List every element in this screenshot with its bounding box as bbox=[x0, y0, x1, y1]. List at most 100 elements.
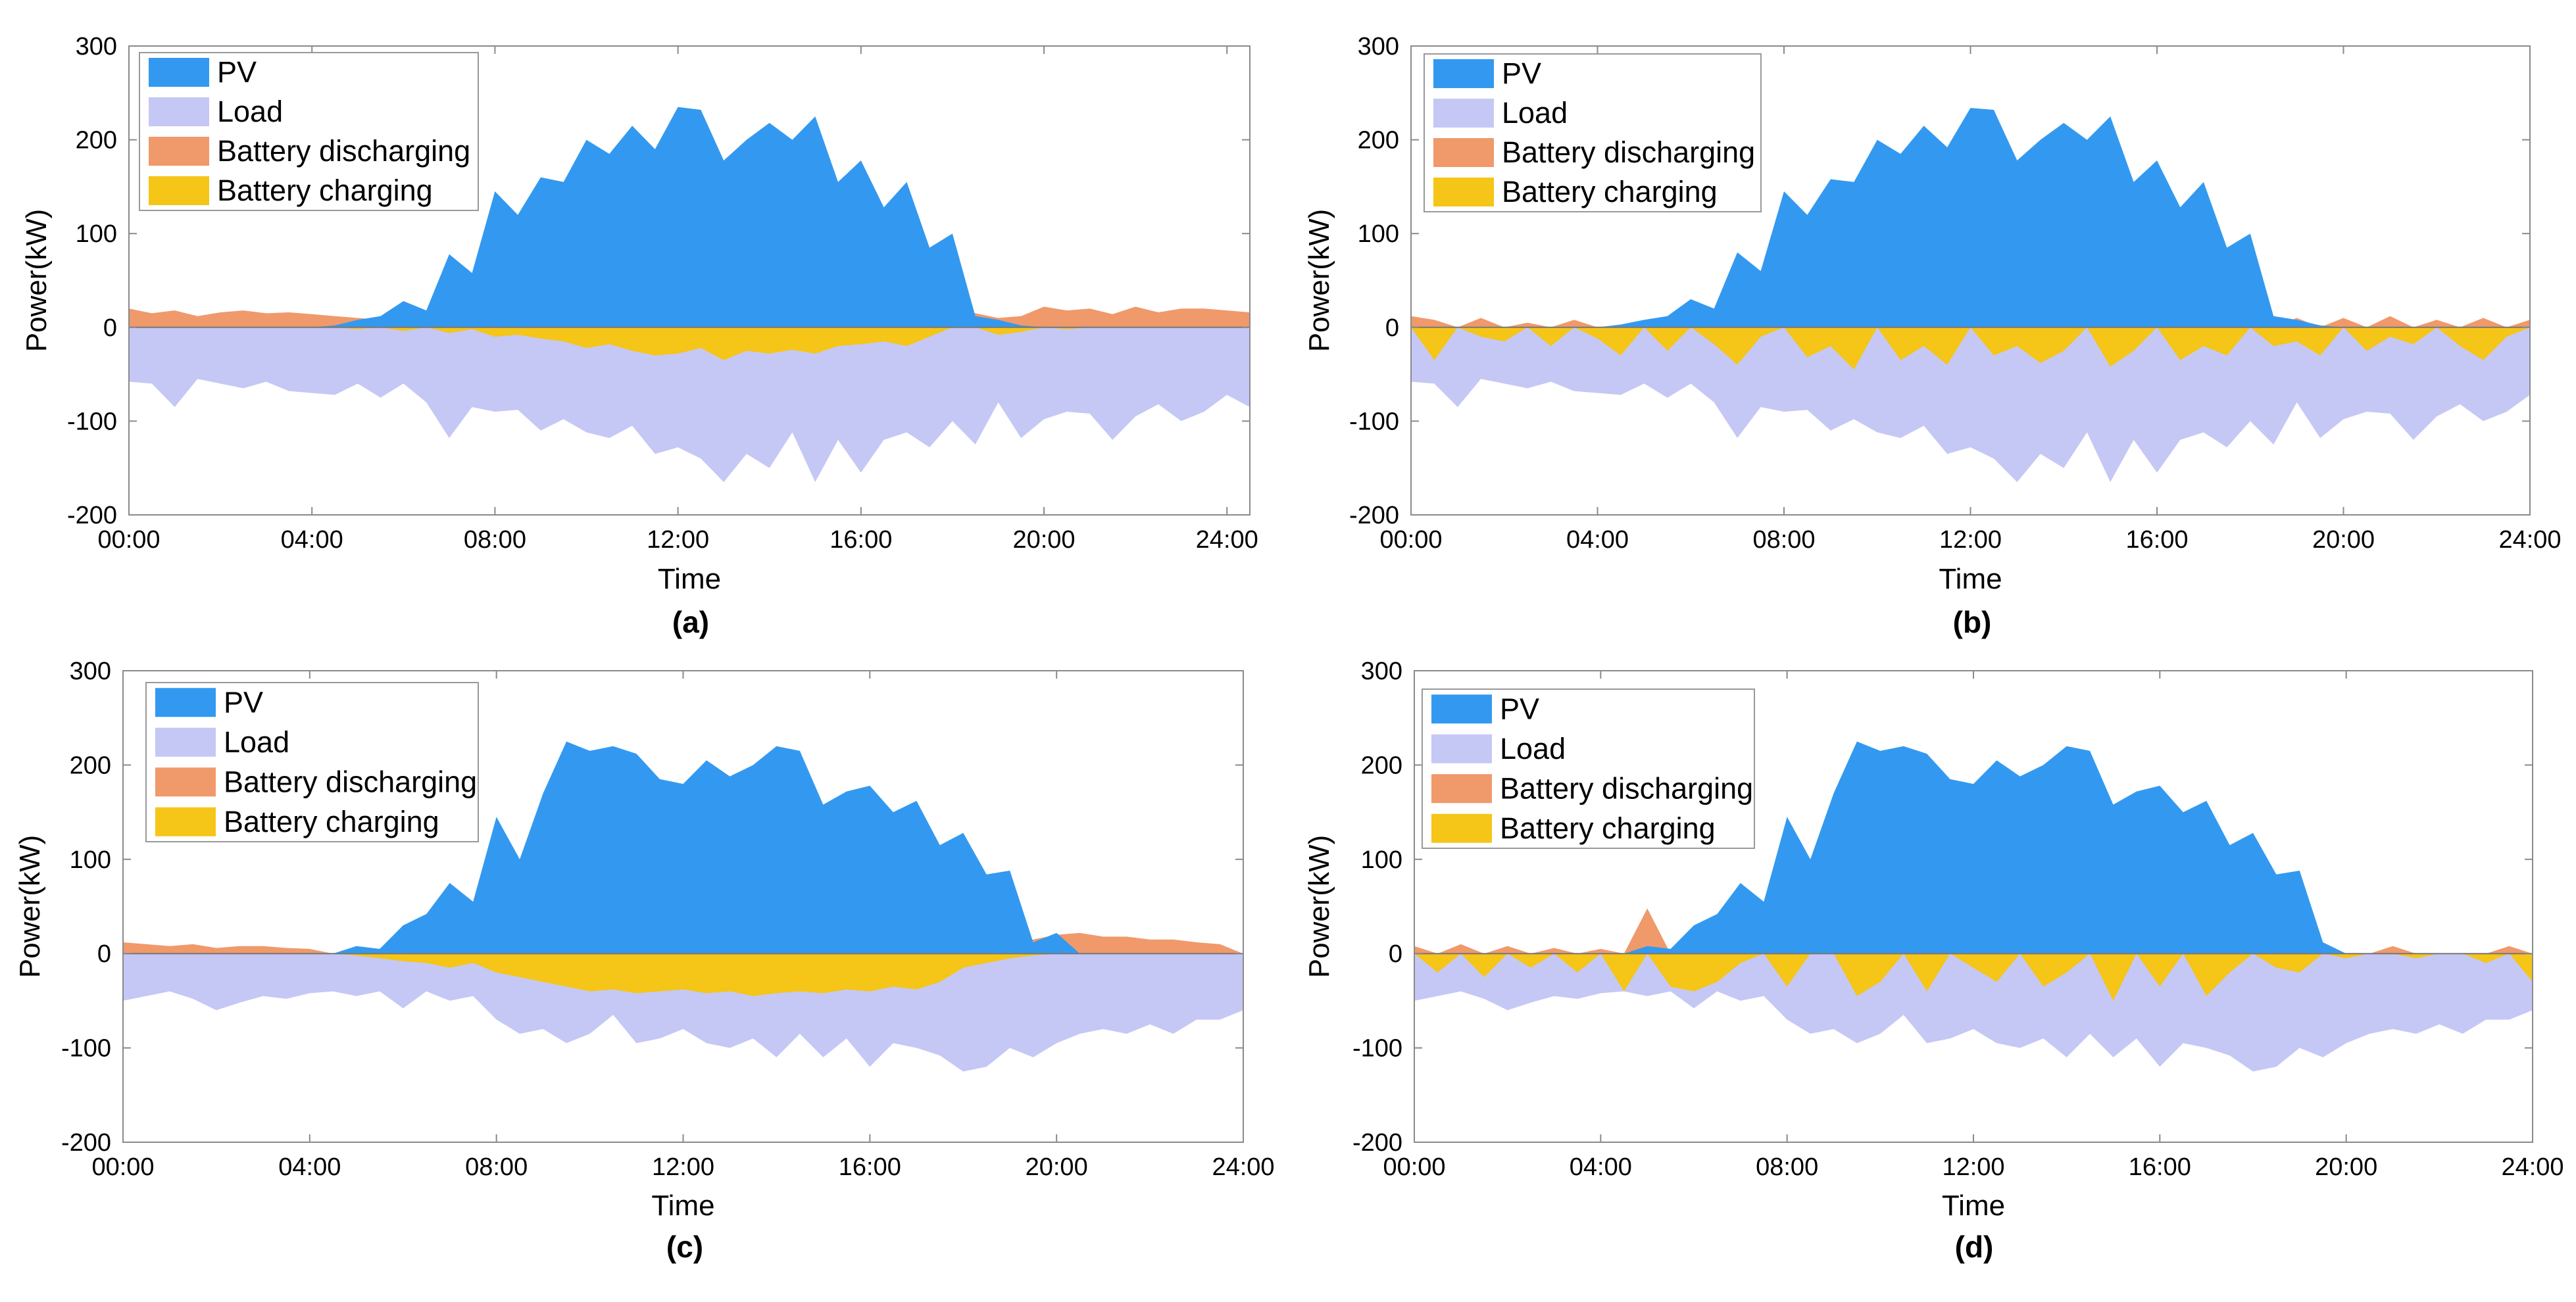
y-tick-label: 0 bbox=[1385, 314, 1399, 342]
x-tick-label: 16:00 bbox=[2129, 1153, 2191, 1181]
x-tick-label: 20:00 bbox=[1026, 1153, 1088, 1181]
x-tick-label: 08:00 bbox=[1752, 526, 1815, 554]
legend-label-battery-charging: Battery charging bbox=[217, 174, 433, 207]
legend-label-pv: PV bbox=[1502, 57, 1541, 90]
legend-label-load: Load bbox=[1502, 96, 1568, 130]
x-tick-label: 24:00 bbox=[2501, 1153, 2564, 1181]
y-tick-label: -100 bbox=[61, 1035, 111, 1063]
legend: PV Load Battery discharging Battery chargin… bbox=[1424, 53, 1762, 212]
x-tick-label: 08:00 bbox=[464, 526, 526, 554]
panel-c: -200 -100 0 100 200 300 00:00 04:00 08:00 12:00 16… bbox=[14, 658, 1275, 1264]
legend-label-battery-discharging: Battery discharging bbox=[1500, 771, 1753, 805]
legend-swatch-pv bbox=[155, 688, 216, 717]
x-tick-label: 24:00 bbox=[1196, 526, 1258, 554]
y-tick-label: -100 bbox=[1349, 408, 1399, 435]
panel-caption: (b) bbox=[1953, 605, 1992, 639]
x-tick-label: 04:00 bbox=[1566, 526, 1629, 554]
area-load bbox=[129, 327, 1250, 483]
y-tick-label: -200 bbox=[1349, 502, 1399, 529]
legend-swatch-battery-discharging bbox=[1431, 774, 1492, 804]
legend-label-battery-discharging: Battery discharging bbox=[1502, 135, 1755, 169]
area-battery-discharging bbox=[123, 932, 1243, 954]
y-tick-label: 200 bbox=[70, 752, 111, 779]
x-tick-label: 04:00 bbox=[281, 526, 343, 554]
area-load bbox=[123, 953, 1243, 1072]
legend-swatch-load bbox=[1433, 99, 1494, 128]
x-tick-label: 24:00 bbox=[2498, 526, 2561, 554]
legend-label-pv: PV bbox=[224, 685, 263, 719]
legend-swatch-load bbox=[1431, 734, 1492, 763]
y-tick-label: 300 bbox=[76, 33, 117, 60]
x-tick-label: 20:00 bbox=[2315, 1153, 2377, 1181]
y-tick-label: 0 bbox=[103, 314, 117, 342]
panel-caption: (d) bbox=[1955, 1230, 1994, 1264]
x-axis-label: Time bbox=[658, 563, 721, 595]
x-tick-label: 20:00 bbox=[2312, 526, 2375, 554]
area-load bbox=[1411, 327, 2530, 483]
x-axis-label: Time bbox=[1942, 1190, 2005, 1222]
legend-swatch-pv bbox=[149, 58, 209, 87]
area-pv bbox=[129, 107, 1250, 327]
x-tick-label: 04:00 bbox=[1570, 1153, 1632, 1181]
x-tick-label: 00:00 bbox=[1383, 1153, 1445, 1181]
y-tick-label: 100 bbox=[1358, 220, 1399, 248]
y-tick-label: 100 bbox=[1361, 846, 1402, 874]
legend-swatch-pv bbox=[1431, 694, 1492, 724]
y-tick-label: 200 bbox=[1361, 752, 1402, 779]
x-axis-label: Time bbox=[1939, 563, 2002, 595]
y-axis-label: Power(kW) bbox=[1303, 835, 1335, 978]
legend-label-battery-charging: Battery charging bbox=[1500, 811, 1716, 845]
area-pv bbox=[123, 741, 1243, 954]
legend: PV Load Battery discharging Battery chargin… bbox=[145, 682, 479, 842]
y-tick-label: 100 bbox=[70, 846, 111, 874]
x-tick-label: 12:00 bbox=[1942, 1153, 2004, 1181]
y-axis-label: Power(kW) bbox=[14, 835, 46, 978]
y-tick-label: -200 bbox=[1352, 1129, 1402, 1157]
y-axis-label: Power(kW) bbox=[20, 209, 53, 352]
axes-box bbox=[128, 45, 1251, 516]
panel-caption: (a) bbox=[672, 605, 709, 639]
legend-label-load: Load bbox=[224, 725, 289, 759]
legend-label-battery-charging: Battery charging bbox=[1502, 175, 1718, 208]
area-battery-charging bbox=[123, 953, 1243, 996]
x-tick-label: 16:00 bbox=[839, 1153, 901, 1181]
x-tick-label: 20:00 bbox=[1012, 526, 1075, 554]
legend-label-pv: PV bbox=[1500, 692, 1539, 725]
area-battery-charging bbox=[1414, 953, 2533, 1001]
panel-caption: (c) bbox=[666, 1230, 703, 1264]
y-tick-label: -200 bbox=[61, 1129, 111, 1157]
y-tick-label: -100 bbox=[67, 408, 117, 435]
legend-label-battery-discharging: Battery discharging bbox=[224, 765, 477, 798]
legend: PV Load Battery discharging Battery chargin… bbox=[1422, 688, 1755, 849]
y-tick-label: 200 bbox=[1358, 127, 1399, 155]
area-pv bbox=[1414, 741, 2533, 954]
legend-label-load: Load bbox=[217, 95, 283, 128]
y-tick-label: -200 bbox=[67, 502, 117, 529]
area-battery-charging bbox=[129, 327, 1250, 360]
x-tick-label: 24:00 bbox=[1212, 1153, 1274, 1181]
legend-label-pv: PV bbox=[217, 55, 257, 89]
x-tick-label: 12:00 bbox=[647, 526, 709, 554]
x-tick-label: 00:00 bbox=[97, 526, 160, 554]
y-axis-label: Power(kW) bbox=[1303, 209, 1335, 352]
panel-b: -200 -100 0 100 200 300 00:00 04:00 08:00 12:00 16… bbox=[1303, 33, 2562, 639]
x-tick-label: 04:00 bbox=[278, 1153, 341, 1181]
legend-swatch-battery-discharging bbox=[149, 137, 209, 166]
x-tick-label: 12:00 bbox=[1939, 526, 2002, 554]
x-tick-label: 12:00 bbox=[652, 1153, 714, 1181]
legend-swatch-battery-discharging bbox=[155, 767, 216, 797]
area-battery-charging bbox=[1411, 327, 2530, 370]
y-tick-label: 300 bbox=[1361, 658, 1402, 685]
x-tick-label: 16:00 bbox=[2125, 526, 2188, 554]
x-tick-label: 16:00 bbox=[830, 526, 892, 554]
legend-swatch-load bbox=[155, 727, 216, 757]
legend-label-load: Load bbox=[1500, 732, 1566, 765]
y-tick-label: 0 bbox=[1389, 940, 1402, 968]
y-tick-label: 100 bbox=[76, 220, 117, 248]
legend: PV Load Battery discharging Battery chargin… bbox=[139, 52, 479, 211]
legend-swatch-battery-charging bbox=[1433, 178, 1494, 206]
legend-swatch-battery-charging bbox=[155, 807, 216, 836]
y-tick-label: 200 bbox=[76, 127, 117, 155]
legend-swatch-pv bbox=[1433, 59, 1494, 88]
